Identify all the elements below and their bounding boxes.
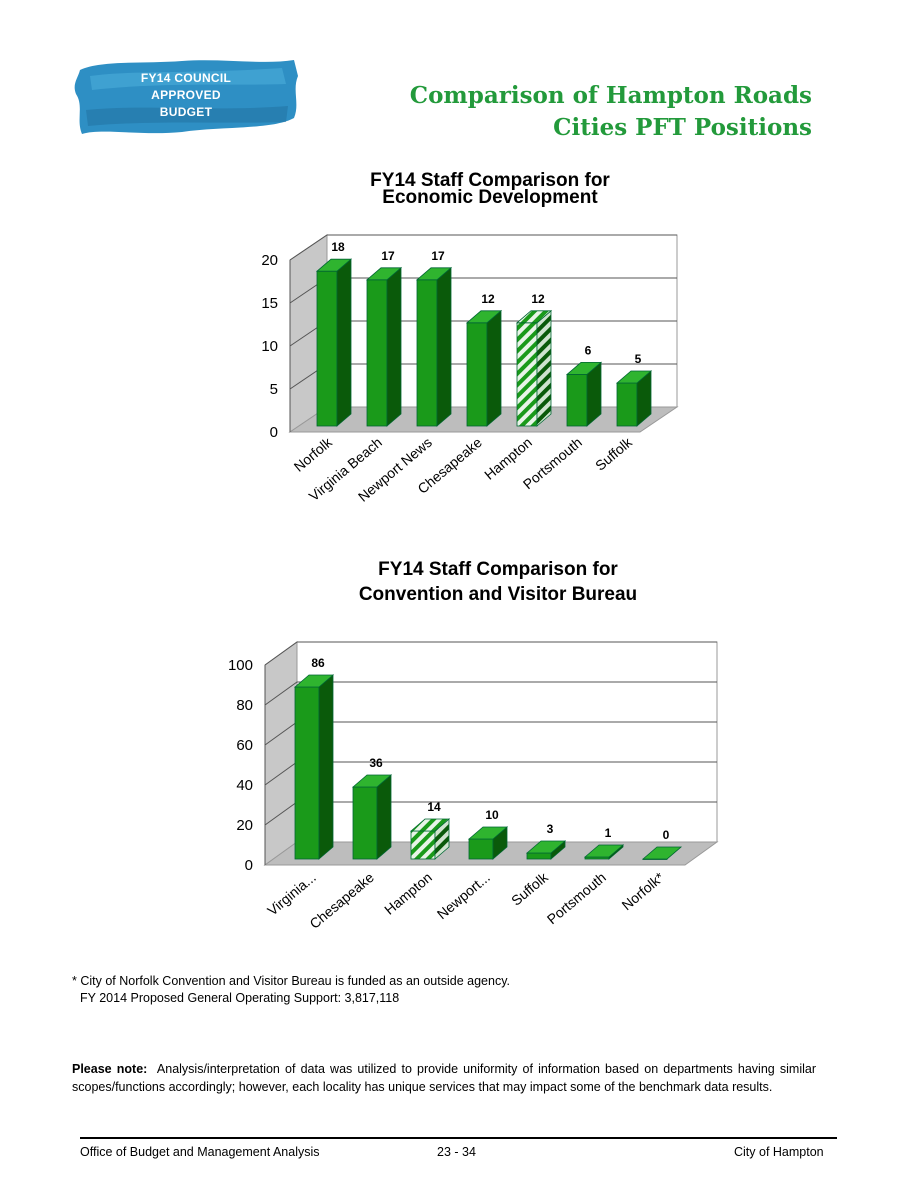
- y-tick-label: 0: [245, 857, 253, 874]
- bar-front: [352, 786, 378, 860]
- data-label: 36: [369, 756, 383, 770]
- bar-front: [416, 279, 438, 427]
- y-tick-label: 80: [236, 697, 253, 714]
- footer-divider: [80, 1137, 837, 1139]
- bar-side: [436, 266, 452, 427]
- badge-line-3: BUDGET: [159, 105, 213, 119]
- y-tick-label: 0: [270, 424, 278, 441]
- note-text: Analysis/interpretation of data was util…: [72, 1062, 816, 1094]
- footnote-line-1: * City of Norfolk Convention and Visitor…: [72, 974, 510, 988]
- x-tick-label: Suffolk: [508, 868, 552, 908]
- bar-side: [536, 309, 552, 427]
- bar-side: [386, 266, 402, 427]
- bar-top: [615, 370, 653, 384]
- gridline: [289, 234, 677, 261]
- y-tick-label: 20: [261, 252, 278, 269]
- footer-page-number: 23 - 34: [437, 1145, 476, 1159]
- data-label: 10: [485, 808, 499, 822]
- data-label: 1: [605, 826, 612, 840]
- badge-line-1: FY14 COUNCIL: [140, 71, 232, 85]
- bar-front: [410, 830, 436, 860]
- bar-top: [467, 826, 509, 840]
- data-label: 6: [585, 343, 592, 357]
- bar-front: [566, 373, 588, 427]
- bar-top: [583, 844, 625, 858]
- chart-title-line: Economic Development: [382, 187, 598, 208]
- bar-top: [293, 674, 335, 688]
- data-label: 12: [481, 292, 495, 306]
- bar-top: [315, 258, 353, 272]
- bar-top: [365, 267, 403, 281]
- bar-front: [294, 686, 320, 860]
- data-label: 14: [427, 800, 441, 814]
- x-tick-label: Virginia...: [264, 869, 319, 919]
- bar-side: [376, 774, 392, 860]
- bar-top: [525, 840, 567, 854]
- data-label: 3: [547, 822, 554, 836]
- data-label: 17: [381, 249, 395, 263]
- bar-top: [415, 267, 453, 281]
- data-label: 86: [311, 656, 325, 670]
- bar-front: [526, 852, 552, 860]
- y-tick-label: 10: [261, 338, 278, 355]
- bar-side: [486, 309, 502, 427]
- chart-title-line: FY14 Staff Comparison for: [370, 170, 610, 191]
- bar-side: [336, 258, 352, 427]
- bar-side: [318, 674, 334, 860]
- gridline: [264, 641, 717, 666]
- bar-top: [465, 310, 503, 324]
- bar-top: [515, 310, 553, 324]
- y-tick-label: 20: [236, 817, 253, 834]
- x-tick-label: Hampton: [381, 869, 435, 918]
- bar-top: [351, 774, 393, 788]
- bar-front: [468, 838, 494, 860]
- badge-line-2: APPROVED: [151, 88, 221, 102]
- watercolor-badge-icon: [74, 60, 299, 134]
- data-label: 5: [635, 352, 642, 366]
- y-tick-label: 60: [236, 737, 253, 754]
- y-tick-label: 100: [228, 657, 253, 674]
- bar-front: [316, 270, 338, 427]
- x-tick-label: Norfolk: [291, 433, 336, 474]
- y-tick-label: 5: [270, 381, 278, 398]
- x-tick-label: Chesapeake: [306, 869, 377, 932]
- data-label: 17: [431, 249, 445, 263]
- bar-front: [366, 279, 388, 427]
- bar-front: [616, 382, 638, 427]
- note-label: Please note:: [72, 1062, 148, 1076]
- gridline: [264, 681, 717, 706]
- x-tick-label: Portsmouth: [544, 869, 609, 927]
- page-title-line-1: Comparison of Hampton Roads: [409, 82, 812, 109]
- x-tick-label: Norfolk*: [618, 869, 667, 914]
- data-label: 18: [331, 240, 345, 254]
- data-label: 12: [531, 292, 545, 306]
- bar-top: [565, 361, 603, 375]
- data-label: 0: [663, 828, 670, 842]
- footer-office: Office of Budget and Management Analysis: [80, 1145, 320, 1159]
- chart-title-line: Convention and Visitor Bureau: [359, 584, 637, 605]
- bar-top: [409, 818, 451, 832]
- x-tick-label: Newport...: [434, 869, 493, 922]
- footer-city: City of Hampton: [734, 1145, 824, 1159]
- page-title-line-2: Cities PFT Positions: [553, 114, 812, 141]
- page-title: Comparison of Hampton Roads Cities PFT P…: [410, 80, 812, 144]
- chart-title-line: FY14 Staff Comparison for: [378, 559, 618, 580]
- budget-badge: FY14 COUNCIL APPROVED BUDGET: [72, 56, 300, 136]
- please-note: Please note: Analysis/interpretation of …: [72, 1060, 816, 1096]
- x-tick-label: Suffolk: [592, 433, 636, 473]
- bar-front: [516, 322, 538, 427]
- y-tick-label: 40: [236, 777, 253, 794]
- plot-side-wall: [264, 641, 298, 866]
- bar-top: [641, 846, 683, 860]
- footnote-line-2: FY 2014 Proposed General Operating Suppo…: [80, 991, 400, 1005]
- y-tick-label: 15: [261, 295, 278, 312]
- footnote: * City of Norfolk Convention and Visitor…: [72, 973, 510, 1007]
- bar-front: [466, 322, 488, 427]
